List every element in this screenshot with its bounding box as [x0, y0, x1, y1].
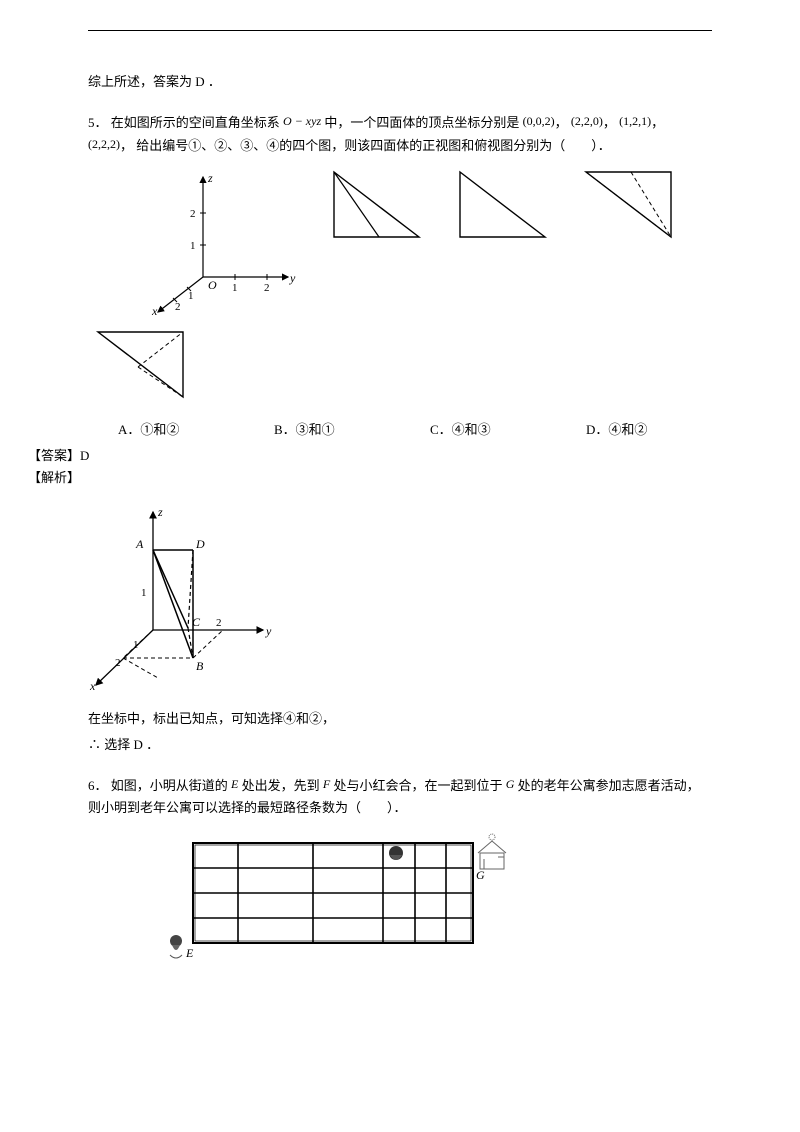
q5-fig-row-1: z y x O 1 2 1 2 1 2 — [148, 167, 712, 317]
svg-text:1: 1 — [232, 282, 238, 294]
svg-text:E: E — [185, 946, 194, 960]
svg-text:x: x — [151, 304, 158, 317]
fig-tri-2 — [450, 167, 550, 251]
q5-stem: 5． 在如图所示的空间直角坐标系 O − xyz 中，一个四面体的顶点坐标分别是… — [88, 111, 712, 157]
q5-analysis-label: 【解析】 — [28, 467, 712, 489]
q5-expr1: O − xyz — [283, 114, 321, 128]
q5-fig-row-2 — [88, 327, 712, 411]
q5-c1: ， — [555, 115, 568, 130]
q5-stem-c: 给出编号①、②、③、④的四个图，则该四面体的正视图和俯视图分别为（ ）． — [136, 138, 611, 153]
svg-text:G: G — [476, 868, 485, 882]
svg-text:2: 2 — [216, 617, 222, 629]
q5-c4: ， — [120, 138, 133, 153]
svg-text:2: 2 — [115, 657, 121, 669]
svg-text:A: A — [135, 537, 144, 551]
fig-tri-1 — [324, 167, 424, 251]
q5-num: 5． — [88, 115, 108, 130]
q6-E: E — [231, 777, 238, 791]
svg-text:1: 1 — [190, 240, 196, 252]
svg-text:2: 2 — [264, 282, 270, 294]
q6-stem: 6． 如图，小明从街道的 E 处出发，先到 F 处与小红会合，在一起到位于 G … — [88, 774, 712, 819]
svg-text:O: O — [208, 278, 217, 292]
svg-text:1: 1 — [188, 290, 194, 302]
top-rule — [88, 30, 712, 31]
q5-c2: ， — [603, 115, 616, 130]
svg-text:y: y — [289, 271, 296, 285]
fig-tri-4 — [88, 327, 188, 411]
svg-text:1: 1 — [133, 639, 139, 651]
q6-figure: E G — [158, 833, 712, 963]
q5-opt-c: C．④和③ — [400, 419, 556, 441]
svg-text:y: y — [265, 624, 272, 638]
svg-text:2: 2 — [190, 208, 196, 220]
q6-b: 处出发，先到 — [242, 778, 320, 793]
q5-p3: (1,2,1) — [619, 114, 651, 128]
q5-c3: ， — [651, 115, 664, 130]
q5-p1: (0,0,2) — [523, 114, 555, 128]
q5-p2: (2,2,0) — [571, 114, 603, 128]
q6-d: 处的老年公寓参加志愿者活动， — [518, 778, 700, 793]
svg-text:C: C — [192, 615, 201, 629]
q6-e: 则小明到老年公寓可以选择的最短路径条数为（ ）． — [88, 800, 407, 815]
q5-analysis-1: 在坐标中，标出已知点，可知选择④和②， — [88, 708, 712, 730]
summary-line: 综上所述，答案为 D ． — [88, 71, 712, 93]
q5-p4: (2,2,2) — [88, 137, 120, 151]
svg-text:B: B — [196, 659, 204, 673]
q5-analysis-2: ∴ 选择 D ． — [88, 734, 712, 756]
q5-answer: 【答案】D — [28, 445, 712, 467]
svg-text:z: z — [207, 171, 213, 185]
solution-3d: z y x A D C B 1 2 1 2 — [88, 500, 712, 700]
svg-text:D: D — [195, 537, 205, 551]
q5-opt-a: A．①和② — [88, 419, 244, 441]
q5-opt-b: B．③和① — [244, 419, 400, 441]
axes-3d: z y x O 1 2 1 2 1 2 — [148, 167, 298, 317]
q5-opt-d: D．④和② — [556, 419, 712, 441]
q6-F: F — [323, 777, 330, 791]
q6-c: 处与小红会合，在一起到位于 — [333, 778, 502, 793]
q6-a: 如图，小明从街道的 — [111, 778, 228, 793]
q5-stem-a: 在如图所示的空间直角坐标系 — [111, 115, 280, 130]
svg-text:2: 2 — [175, 301, 181, 313]
q5-options: A．①和② B．③和① C．④和③ D．④和② — [88, 419, 712, 441]
svg-text:x: x — [89, 679, 96, 693]
svg-text:1: 1 — [141, 587, 147, 599]
q5-stem-b: 中，一个四面体的顶点坐标分别是 — [324, 115, 519, 130]
svg-text:z: z — [157, 505, 163, 519]
fig-tri-3 — [576, 167, 676, 251]
q6-G: G — [506, 777, 515, 791]
q6-num: 6． — [88, 778, 108, 793]
answer-label: 【答案】D — [28, 448, 89, 463]
